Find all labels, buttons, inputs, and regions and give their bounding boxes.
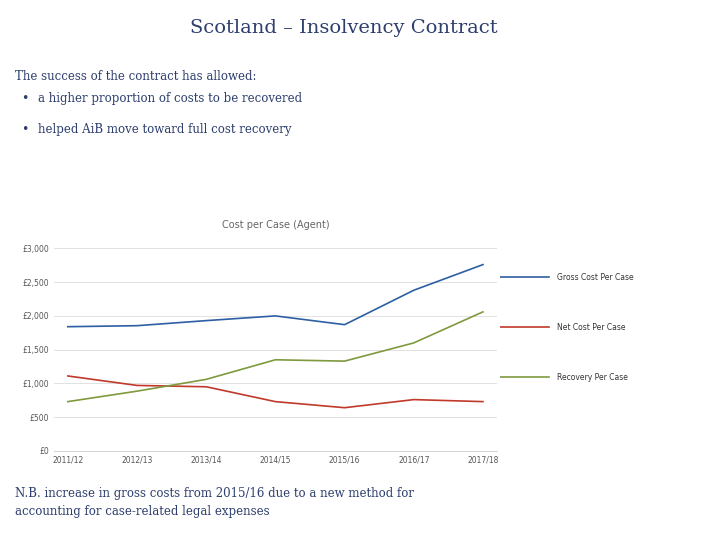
Text: N.B. increase in gross costs from 2015/16 due to a new method for
accounting for: N.B. increase in gross costs from 2015/1… (15, 488, 414, 518)
Text: Recovery Per Case: Recovery Per Case (557, 373, 629, 382)
Text: Gross Cost Per Case: Gross Cost Per Case (557, 273, 634, 282)
Text: helped AiB move toward full cost recovery: helped AiB move toward full cost recover… (38, 123, 292, 136)
Text: a higher proportion of costs to be recovered: a higher proportion of costs to be recov… (38, 92, 302, 105)
Text: Net Cost Per Case: Net Cost Per Case (557, 323, 626, 332)
Text: •: • (21, 92, 28, 105)
Text: The success of the contract has allowed:: The success of the contract has allowed: (15, 70, 256, 83)
Text: •: • (21, 123, 28, 136)
Title: Cost per Case (Agent): Cost per Case (Agent) (222, 220, 329, 230)
Text: Scotland – Insolvency Contract: Scotland – Insolvency Contract (190, 19, 498, 37)
